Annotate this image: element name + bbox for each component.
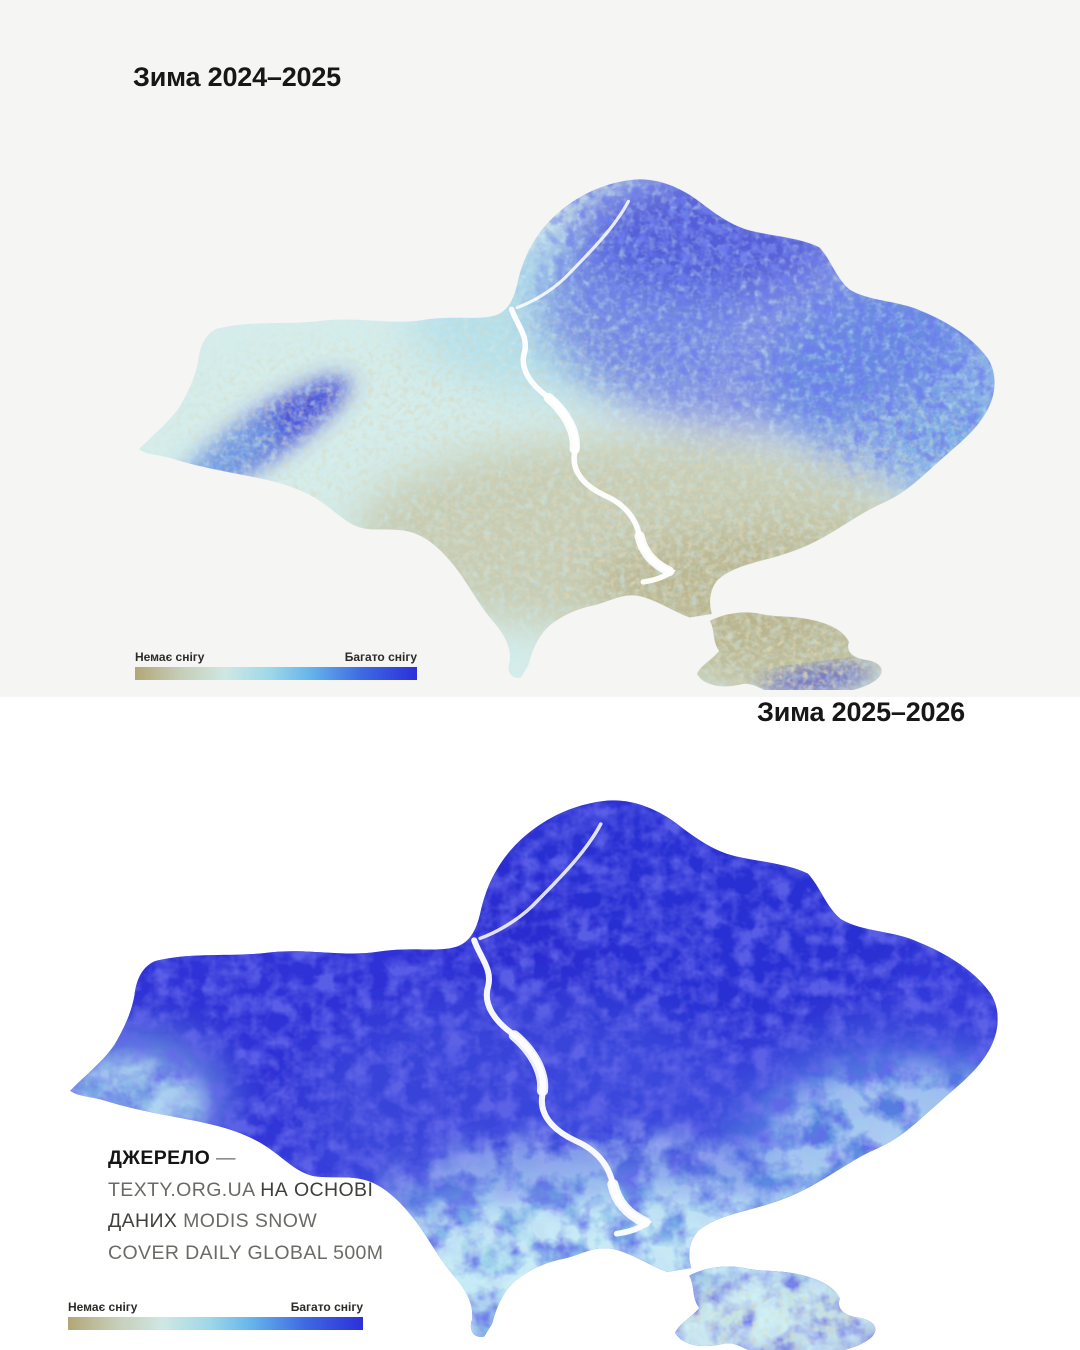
legend-label-much-snow: Багато снігу: [290, 1300, 363, 1314]
ukraine-map-winter-2024-2025: [138, 179, 995, 690]
source-separator: —: [216, 1147, 236, 1169]
source-site: TEXTY.ORG.UA: [108, 1178, 255, 1201]
source-basis-text: НА ОСНОВІ ДАНИХ: [108, 1178, 374, 1233]
legend-label-much-snow: Багато снігу: [344, 650, 417, 664]
ukraine-map-winter-2025-2026: [70, 800, 998, 1350]
map-title-2024-2025: Зима 2024–2025: [133, 62, 341, 92]
kremenchuk-reservoir: [543, 392, 580, 455]
legend-gradient-bar: [135, 667, 417, 680]
map-title-2025-2026: Зима 2025–2026: [757, 697, 965, 727]
kakhovka-reservoir: [634, 531, 675, 577]
legend-2024-2025: Немає снігу Багато снігу: [135, 650, 417, 680]
legend-2025-2026: Немає снігу Багато снігу: [68, 1300, 363, 1330]
source-note: ДЖЕРЕЛО — TEXTY.ORG.UA НА ОСНОВІ ДАНИХ M…: [108, 1143, 386, 1269]
legend-label-no-snow: Немає снігу: [68, 1300, 138, 1314]
source-dataset: MODIS SNOW COVER DAILY GLOBAL 500M: [108, 1210, 384, 1264]
kakhovka-reservoir: [607, 1178, 651, 1228]
kremenchuk-reservoir: [508, 1030, 549, 1097]
source-label: ДЖЕРЕЛО: [108, 1147, 211, 1169]
legend-label-no-snow: Немає снігу: [135, 650, 205, 664]
legend-gradient-bar: [68, 1317, 363, 1330]
